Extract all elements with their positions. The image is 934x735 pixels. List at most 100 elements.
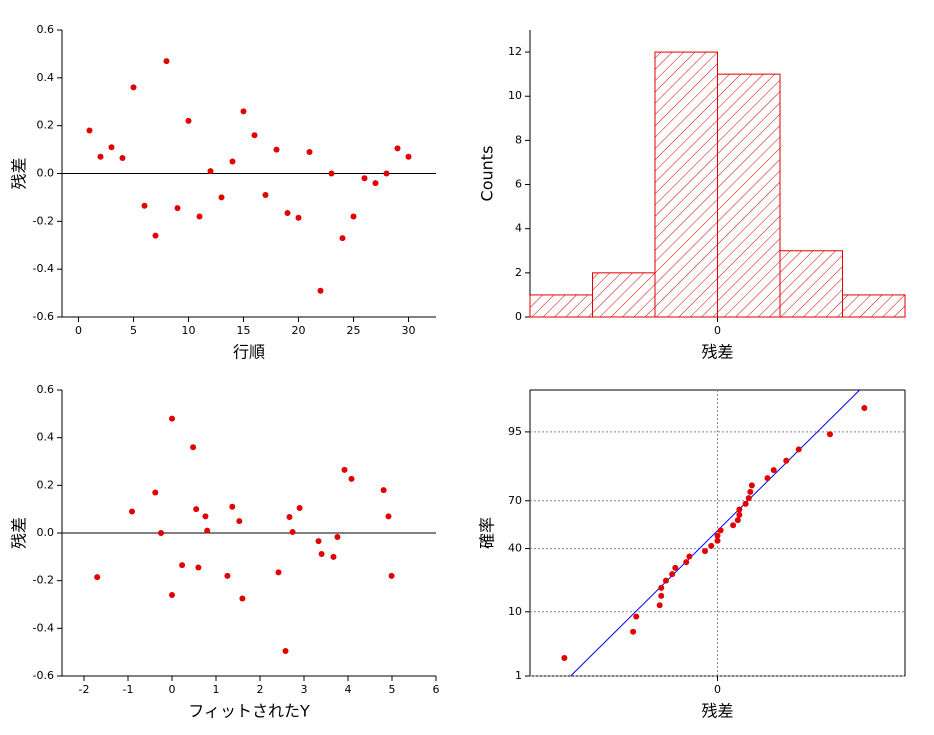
point [708, 542, 715, 549]
point [295, 214, 302, 221]
point [350, 213, 357, 220]
x-tick-label: 20 [292, 324, 306, 337]
point [275, 569, 282, 576]
y-tick-label: -0.4 [33, 262, 54, 275]
y-tick-label: 0.0 [37, 526, 55, 539]
point [328, 170, 335, 177]
point [229, 158, 236, 165]
y-tick-label: 0.4 [37, 71, 55, 84]
point [286, 514, 293, 521]
x-tick-label: 5 [389, 683, 396, 696]
point [633, 613, 640, 620]
x-tick-label: 6 [433, 683, 440, 696]
y-tick-label: -0.2 [33, 214, 54, 227]
point [239, 595, 246, 602]
y-tick-label: -0.6 [33, 310, 54, 323]
point [108, 144, 115, 151]
point [714, 537, 721, 544]
y-tick-label: 0.6 [37, 383, 55, 396]
point [296, 504, 303, 511]
point [714, 532, 721, 539]
point [339, 235, 346, 242]
point [169, 591, 175, 598]
y-axis-label: 残差 [10, 517, 29, 549]
point [658, 584, 665, 591]
point [185, 117, 192, 124]
point [306, 148, 313, 155]
point [795, 446, 802, 453]
point [330, 553, 337, 560]
point [672, 564, 679, 571]
point [86, 127, 93, 134]
y-axis-label: Counts [478, 146, 497, 202]
x-tick-label: -1 [123, 683, 134, 696]
point [736, 506, 743, 513]
point [289, 529, 296, 536]
y-tick-label: 12 [508, 45, 522, 58]
point [764, 475, 771, 482]
point [561, 654, 568, 661]
point [662, 577, 669, 584]
point [169, 415, 175, 422]
point [385, 513, 392, 520]
bar [592, 272, 656, 318]
point [748, 482, 755, 489]
point [190, 444, 197, 451]
x-tick-label: 2 [257, 683, 264, 696]
point [361, 175, 368, 182]
point [736, 511, 743, 518]
x-axis-label: 残差 [701, 343, 733, 362]
point [686, 553, 693, 560]
point [196, 213, 203, 220]
point [174, 205, 181, 212]
point [747, 488, 754, 495]
point [273, 146, 280, 153]
point [315, 538, 322, 545]
point [656, 602, 663, 609]
point [717, 527, 724, 534]
point [193, 506, 200, 513]
y-axis-label: 残差 [10, 157, 29, 189]
y-tick-label: -0.6 [33, 669, 54, 682]
point [202, 513, 209, 520]
point [317, 287, 324, 294]
y-tick-label: 0.4 [37, 431, 55, 444]
y-tick-label: 0 [515, 310, 522, 323]
x-tick-label: 3 [301, 683, 308, 696]
y-tick-label: 40 [508, 542, 522, 555]
point [229, 503, 236, 510]
point [770, 467, 777, 474]
point [388, 572, 395, 579]
point [282, 647, 289, 654]
point [658, 592, 665, 599]
point [236, 518, 243, 525]
point [334, 534, 341, 541]
point [204, 527, 211, 534]
x-axis-label: 残差 [701, 702, 733, 721]
point [783, 457, 790, 464]
point [119, 154, 126, 161]
point [730, 522, 737, 529]
x-tick-label: 0 [75, 324, 82, 337]
x-tick-label: 0 [714, 683, 721, 696]
point [195, 564, 202, 571]
x-tick-label: 5 [130, 324, 137, 337]
y-tick-label: 0.2 [37, 478, 55, 491]
point [262, 192, 269, 199]
point [861, 405, 868, 412]
point [207, 168, 214, 175]
point [630, 628, 637, 635]
point [94, 574, 101, 581]
x-axis-label: 行順 [233, 343, 265, 362]
point [158, 530, 164, 536]
y-tick-label: 10 [508, 605, 522, 618]
point [218, 194, 225, 201]
y-tick-label: 2 [515, 266, 522, 279]
point [130, 84, 137, 91]
point [380, 487, 387, 494]
point [405, 153, 412, 160]
y-tick-label: 6 [515, 178, 522, 191]
point [240, 108, 247, 115]
x-tick-label: 25 [347, 324, 361, 337]
